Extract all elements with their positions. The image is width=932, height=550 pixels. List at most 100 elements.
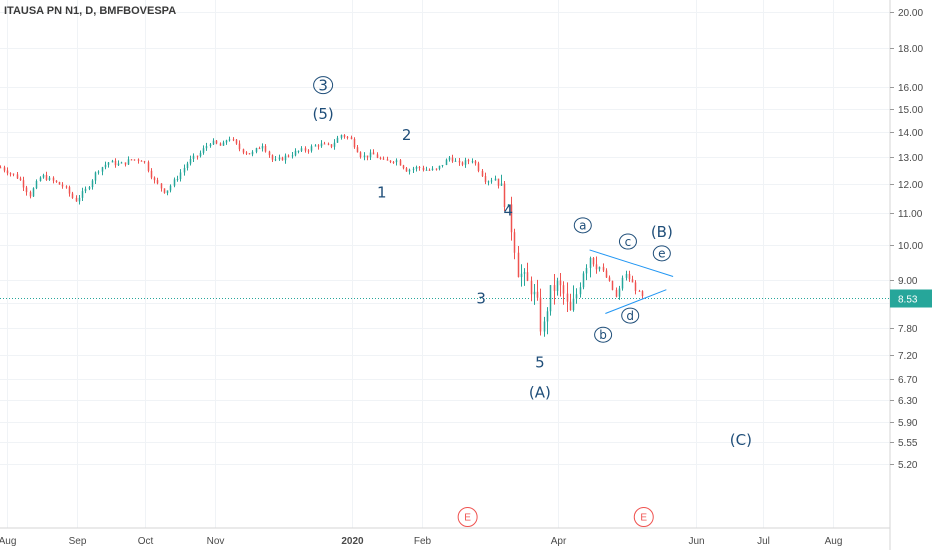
candle-body [526,272,529,281]
candle-body [569,301,572,311]
candle-body [625,273,628,278]
candle-body [589,258,592,268]
chart-title: ITAUSA PN N1, D, BMFBOVESPA [4,5,176,17]
candle-body [88,187,91,189]
x-tick-label: 2020 [341,536,364,547]
candle-body [251,151,254,155]
candle-body [19,178,22,181]
candle-body [513,232,516,253]
candle-body [494,178,497,181]
candle-body [78,197,81,202]
candle-body [22,180,25,188]
candle-body [140,160,143,162]
candle-body [0,167,2,169]
candle-body [327,143,330,145]
candle-body [536,291,539,298]
candle-body [278,157,281,160]
candle-body [6,170,9,174]
candle-body [160,183,163,189]
candle-body [572,298,575,311]
candle-body [120,162,123,164]
candle-body [12,173,15,175]
candle-body [369,152,372,158]
candle-body [592,258,595,265]
candle-body [464,160,467,165]
candle-body [359,152,362,158]
candle-body [615,289,618,297]
candle-body [235,139,238,144]
candle-body [274,159,277,161]
candle-body [137,159,140,161]
candle-body [343,135,346,137]
candle-body [215,140,218,144]
candle-body [291,155,294,157]
candle-body [284,155,287,161]
y-tick-label: 10.00 [898,241,923,252]
candle-body [75,197,78,202]
price-axis[interactable]: 20.00 18.00 16.00 15.00 14.00 13.00 12.00 11.00… [889,0,932,550]
earnings-marker [457,507,478,527]
candle-body [553,285,556,291]
candle-body [579,287,582,295]
wave-label: 2 [402,126,412,144]
time-axis[interactable]: Aug Sep Oct Nov 2020 Feb Apr Jun Jul Aug [0,527,890,547]
candle-body [428,169,431,171]
candle-body [382,158,385,160]
wave-label: d [626,309,634,323]
candle-body [242,149,245,153]
candle-body [415,166,418,169]
candle-body [153,177,156,181]
wave-label: 1 [377,184,387,202]
wave-label: (C) [730,431,752,449]
candle-body [458,160,461,163]
candle-body [474,161,477,164]
candle-body [602,266,605,271]
candle-body [467,160,470,162]
candle-body [392,161,395,163]
candle-body [58,182,61,185]
candle-body [81,191,84,198]
candle-body [104,164,107,168]
wave-label: b [599,328,607,342]
y-tick-label: 6.70 [898,375,918,386]
candle-body [386,159,389,161]
x-tick-label: Aug [0,536,16,547]
candle-body [228,139,231,141]
wave-label: 5 [535,354,545,372]
candle-body [245,152,248,154]
candle-body [143,161,146,163]
candle-body [68,187,71,194]
candle-body [618,288,621,297]
candle-body [435,168,438,170]
candle-body [209,144,212,147]
candle-body [598,266,601,270]
y-tick-label: 5.55 [898,438,918,449]
candle-body [232,139,235,141]
candle-body [441,164,444,166]
candle-body [575,294,578,299]
x-tick-label: Oct [138,536,154,547]
x-tick-label: Jun [688,536,704,547]
candle-body [271,155,274,160]
candle-body [366,155,369,158]
candle-body [16,174,19,179]
candle-body [320,143,323,147]
candle-body [205,146,208,149]
candle-body [333,142,336,147]
candle-body [297,150,300,152]
candle-body [9,173,12,175]
wave-label: a [579,219,586,233]
candle-body [412,168,415,170]
candle-body [520,273,523,278]
x-tick-label: Nov [207,536,225,547]
candle-body [317,145,320,147]
candle-body [621,277,624,289]
candle-body [481,170,484,177]
candle-body [307,150,310,152]
candle-body [261,146,264,149]
candle-body [42,175,45,178]
candlestick-series [0,134,644,337]
candle-body [71,193,74,198]
